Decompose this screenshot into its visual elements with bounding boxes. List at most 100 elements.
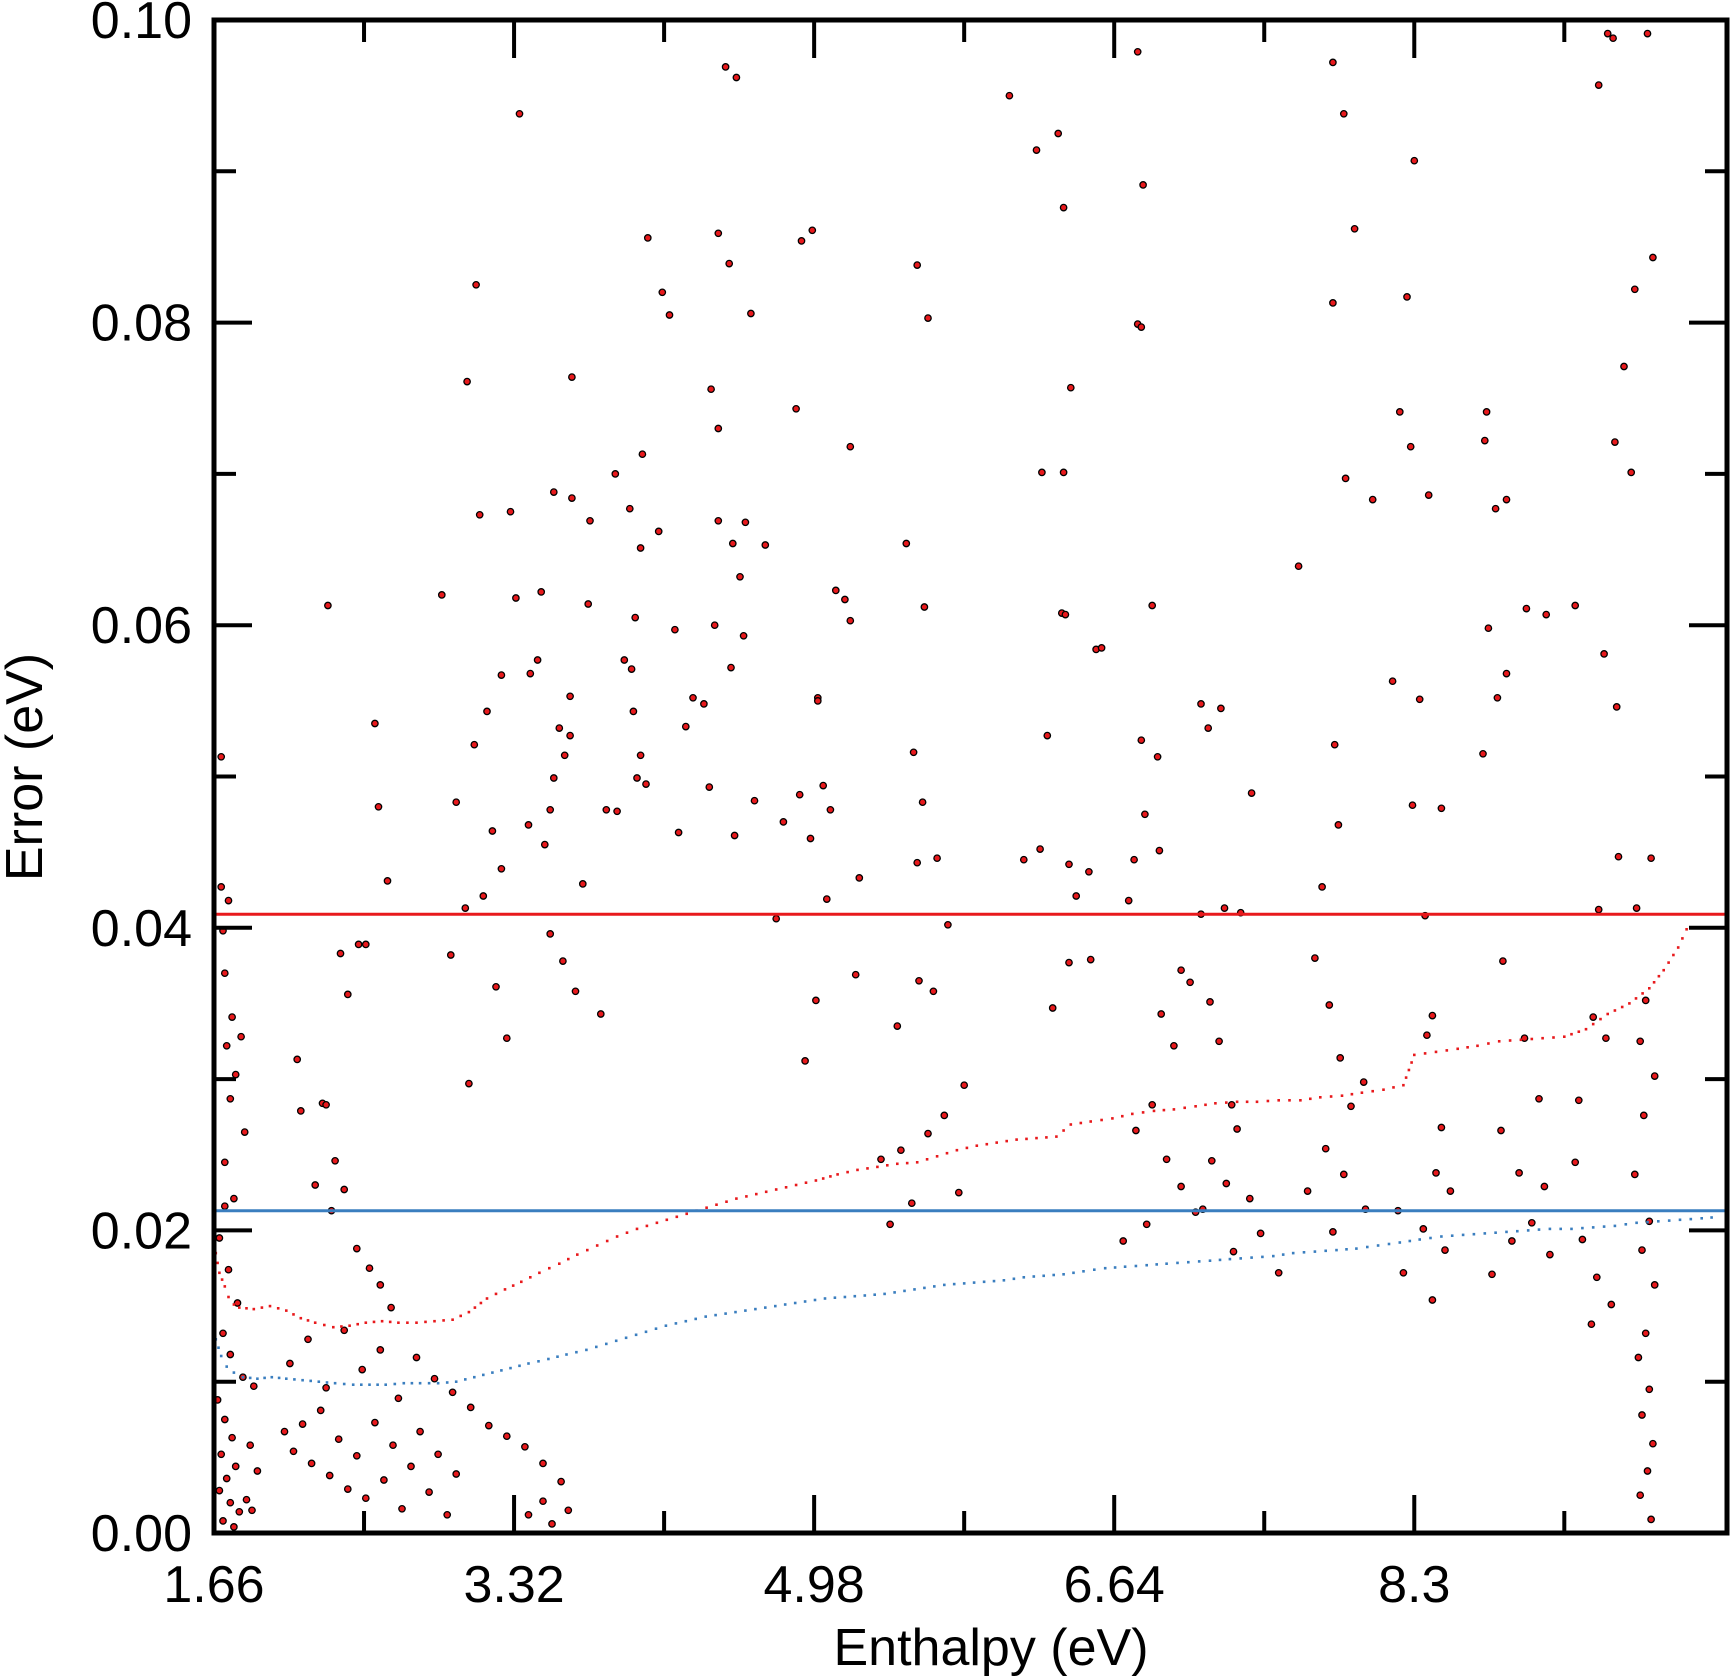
curve-dot [1456, 1047, 1459, 1051]
curve-dot [665, 1218, 669, 1222]
curve-dot [1121, 1114, 1124, 1118]
plot-frame [211, 17, 1730, 1536]
curve-dot [893, 1291, 896, 1294]
data-point [846, 442, 855, 451]
data-point [548, 1520, 556, 1528]
curve-dot [1440, 1235, 1443, 1238]
curve-dot [1530, 1037, 1534, 1041]
curve-dot [962, 1282, 966, 1285]
curve-dot [238, 1306, 241, 1309]
curve-dot [575, 1350, 578, 1354]
curve-dot [406, 1321, 409, 1324]
curve-dot [1508, 1039, 1512, 1042]
curve-dot [1155, 1263, 1158, 1266]
data-point [596, 1010, 605, 1018]
curve-dot [1689, 1217, 1693, 1221]
data-point [1065, 860, 1073, 869]
curve-dot [995, 1141, 998, 1144]
curve-dot [664, 1324, 668, 1327]
curve-dot [323, 1323, 326, 1327]
curve-dot [1434, 1050, 1438, 1054]
data-point [584, 600, 593, 608]
curve-dot [1172, 1108, 1176, 1111]
curve-dot [1461, 1233, 1465, 1237]
data-point [1645, 1385, 1654, 1394]
curve-dot [537, 1360, 540, 1363]
data-point [398, 1504, 406, 1513]
curve-dot [276, 1307, 280, 1310]
curve-dot [804, 1181, 808, 1184]
curve-dot [464, 1378, 467, 1381]
curve-dot [1392, 1086, 1395, 1089]
data-point [801, 1057, 809, 1065]
data-point [1484, 624, 1493, 633]
data-point [483, 707, 491, 716]
curve-dot [313, 1321, 317, 1324]
data-point [484, 1421, 493, 1430]
curve-dot [1239, 1257, 1242, 1260]
x-tick-label: 4.98 [763, 1556, 864, 1614]
data-point [629, 707, 638, 716]
curve-dot [1345, 1248, 1348, 1251]
data-point [924, 314, 932, 322]
y-tick-label: 0.02 [91, 1202, 192, 1260]
curve-dot [427, 1381, 431, 1385]
data-point [452, 798, 461, 807]
y-tick-label: 0.10 [91, 0, 192, 50]
curve-dot [503, 1288, 507, 1291]
data-point [1130, 855, 1138, 864]
curve-dot [725, 1200, 728, 1203]
curve-dot [821, 1177, 825, 1180]
data-point [1256, 1229, 1265, 1238]
curve-dot [1204, 1103, 1207, 1107]
curve-dot [1678, 1218, 1682, 1222]
data-point [705, 783, 714, 791]
data-point [665, 311, 674, 319]
curve-dot [853, 1294, 857, 1298]
curve-dot [586, 1248, 589, 1252]
data-point [1059, 468, 1068, 477]
data-point [286, 1359, 294, 1368]
curve-dot [655, 1221, 659, 1225]
data-point [324, 601, 332, 610]
curve-dot [1466, 1046, 1469, 1049]
curve-dot [364, 1321, 368, 1324]
data-point [219, 1517, 227, 1525]
curve-dot [565, 1353, 568, 1356]
curve-dot [410, 1381, 414, 1385]
data-point [1592, 1273, 1601, 1282]
data-point [222, 1474, 231, 1483]
curve-dot [1079, 1121, 1083, 1125]
y-tick-label: 0.00 [91, 1505, 192, 1563]
curve-dot [734, 1310, 737, 1314]
data-point [380, 1476, 388, 1484]
data-point [224, 1265, 233, 1274]
data-point [446, 951, 455, 959]
data-point [1038, 468, 1046, 477]
curve-dot [1329, 1095, 1333, 1098]
curve-dot [1599, 1017, 1602, 1021]
curve-dot [1497, 1040, 1501, 1043]
data-point [1215, 1037, 1223, 1046]
curve-dot [1134, 1264, 1138, 1268]
data-point [1602, 1034, 1610, 1043]
curve-dot [1657, 1220, 1660, 1223]
curve-dot [1291, 1251, 1295, 1255]
data-point [808, 226, 817, 235]
data-point [1649, 1439, 1657, 1448]
curve-dot [268, 1304, 272, 1308]
data-point [822, 895, 831, 903]
curve-dot [625, 1231, 629, 1234]
blue-dotted-curve [214, 1216, 1713, 1386]
data-point [1132, 1126, 1140, 1135]
data-point [1634, 1353, 1643, 1362]
curve-dot [1429, 1236, 1432, 1240]
curve-dot [1272, 1254, 1275, 1258]
data-point [1303, 1187, 1312, 1195]
curve-dot [1324, 1249, 1327, 1253]
data-point [613, 807, 621, 816]
data-point [1540, 1182, 1549, 1191]
curve-dot [218, 1271, 221, 1275]
data-point [909, 748, 918, 757]
data-point [714, 229, 723, 238]
